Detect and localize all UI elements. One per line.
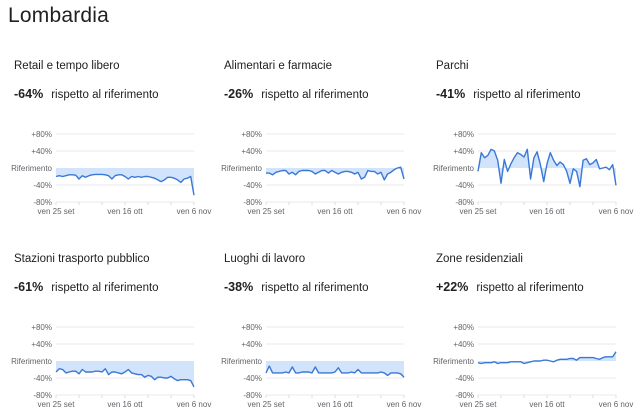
y-axis-label: +80% [453,130,474,139]
mobility-chart: +80% +40% Riferimento -40% -80%ven 25 set ven… [11,323,212,409]
x-axis-label: ven 16 ott [317,207,353,216]
x-axis-label: ven 25 set [38,207,76,216]
y-axis-label: -40% [33,374,52,383]
y-axis-label: +80% [241,130,262,139]
y-axis-label: Riferimento [433,164,474,173]
data-line [55,367,195,388]
mobility-chart: +80% +40% Riferimento -40% -80%ven 25 set ven… [433,130,634,216]
y-axis-label: -80% [33,391,52,400]
data-line [55,173,195,196]
x-axis-label: ven 6 nov [599,207,634,216]
y-axis-label: Riferimento [221,164,262,173]
change-percent: -61% [14,280,44,294]
data-line [265,365,405,378]
y-axis-label: +40% [31,340,52,349]
y-axis-label: -40% [33,181,52,190]
y-axis-label: +80% [241,323,262,332]
panel-change: +22% rispetto al riferimento [436,280,584,294]
x-axis-label: ven 6 nov [387,400,422,409]
y-axis-label: Riferimento [221,357,262,366]
y-axis-label: Riferimento [433,357,474,366]
area-fill [56,361,194,387]
mobility-chart: +80% +40% Riferimento -40% -80%ven 25 set ven… [433,323,634,409]
x-axis-label: ven 25 set [38,400,76,409]
panel-title: Zone residenziali [436,253,523,265]
change-percent: -26% [224,87,254,101]
panel-title: Luoghi di lavoro [224,253,306,265]
x-axis-label: ven 16 ott [107,400,143,409]
area-fill [478,351,616,364]
y-axis-label: Riferimento [11,357,52,366]
y-axis-label: -80% [33,198,52,207]
y-axis-label: +80% [31,323,52,332]
change-suffix: rispetto al riferimento [261,89,369,101]
panel-change: -26% rispetto al riferimento [224,87,369,101]
panel-title: Stazioni trasporto pubblico [14,253,150,265]
x-axis-label: ven 6 nov [387,207,422,216]
change-percent: -38% [224,280,254,294]
x-axis-label: ven 16 ott [317,400,353,409]
panel-title: Parchi [436,60,469,72]
y-axis-label: +40% [453,340,474,349]
mobility-chart: +80% +40% Riferimento -40% -80%ven 25 set ven… [221,130,422,216]
panel-retail: Retail e tempo libero -64% rispetto al ri… [8,52,218,227]
data-line [477,351,617,365]
mobility-chart: +80% +40% Riferimento -40% -80%ven 25 set ven… [11,130,212,216]
x-axis-label: ven 16 ott [107,207,143,216]
x-axis-label: ven 16 ott [529,400,565,409]
y-axis-label: -40% [243,374,262,383]
data-line [477,148,617,188]
panel-grocery: Alimentari e farmacie -26% rispetto al ri… [218,52,428,227]
change-suffix: rispetto al riferimento [51,282,159,294]
panel-change: -64% rispetto al riferimento [14,87,159,101]
panel-parks: Parchi -41% rispetto al riferimento +80% +… [430,52,640,227]
mobility-chart: +80% +40% Riferimento -40% -80%ven 25 set ven… [221,323,422,409]
change-percent: +22% [436,280,469,294]
y-axis-label: +80% [453,323,474,332]
y-axis-label: -40% [243,181,262,190]
x-axis-label: ven 6 nov [599,400,634,409]
area-fill [266,361,404,378]
page-title: Lombardia [8,4,110,27]
change-suffix: rispetto al riferimento [476,282,584,294]
panel-title: Retail e tempo libero [14,60,120,72]
panel-change: -61% rispetto al riferimento [14,280,159,294]
y-axis-label: -80% [243,198,262,207]
panel-change: -38% rispetto al riferimento [224,280,369,294]
panel-title: Alimentari e farmacie [224,60,333,72]
x-axis-label: ven 25 set [248,207,286,216]
x-axis-label: ven 6 nov [177,400,212,409]
x-axis-label: ven 6 nov [177,207,212,216]
change-suffix: rispetto al riferimento [261,282,369,294]
x-axis-label: ven 25 set [460,400,498,409]
y-axis-label: -80% [455,198,474,207]
y-axis-label: -80% [455,391,474,400]
area-fill [478,149,616,187]
change-suffix: rispetto al riferimento [51,89,159,101]
panel-workplaces: Luoghi di lavoro -38% rispetto al riferim… [218,245,428,419]
change-percent: -41% [436,87,466,101]
y-axis-label: -40% [455,181,474,190]
panel-residential: Zone residenziali +22% rispetto al riferi… [430,245,640,419]
change-suffix: rispetto al riferimento [473,89,581,101]
panel-change: -41% rispetto al riferimento [436,87,581,101]
y-axis-label: -40% [455,374,474,383]
y-axis-label: -80% [243,391,262,400]
data-line [266,166,405,181]
y-axis-label: +40% [453,147,474,156]
area-fill [56,168,194,196]
x-axis-label: ven 25 set [460,207,498,216]
y-axis-label: +40% [241,340,262,349]
x-axis-label: ven 16 ott [529,207,565,216]
y-axis-label: +40% [241,147,262,156]
x-axis-label: ven 25 set [248,400,286,409]
y-axis-label: Riferimento [11,164,52,173]
y-axis-label: +40% [31,147,52,156]
change-percent: -64% [14,87,44,101]
panel-transit: Stazioni trasporto pubblico -61% rispetto… [8,245,218,419]
y-axis-label: +80% [31,130,52,139]
